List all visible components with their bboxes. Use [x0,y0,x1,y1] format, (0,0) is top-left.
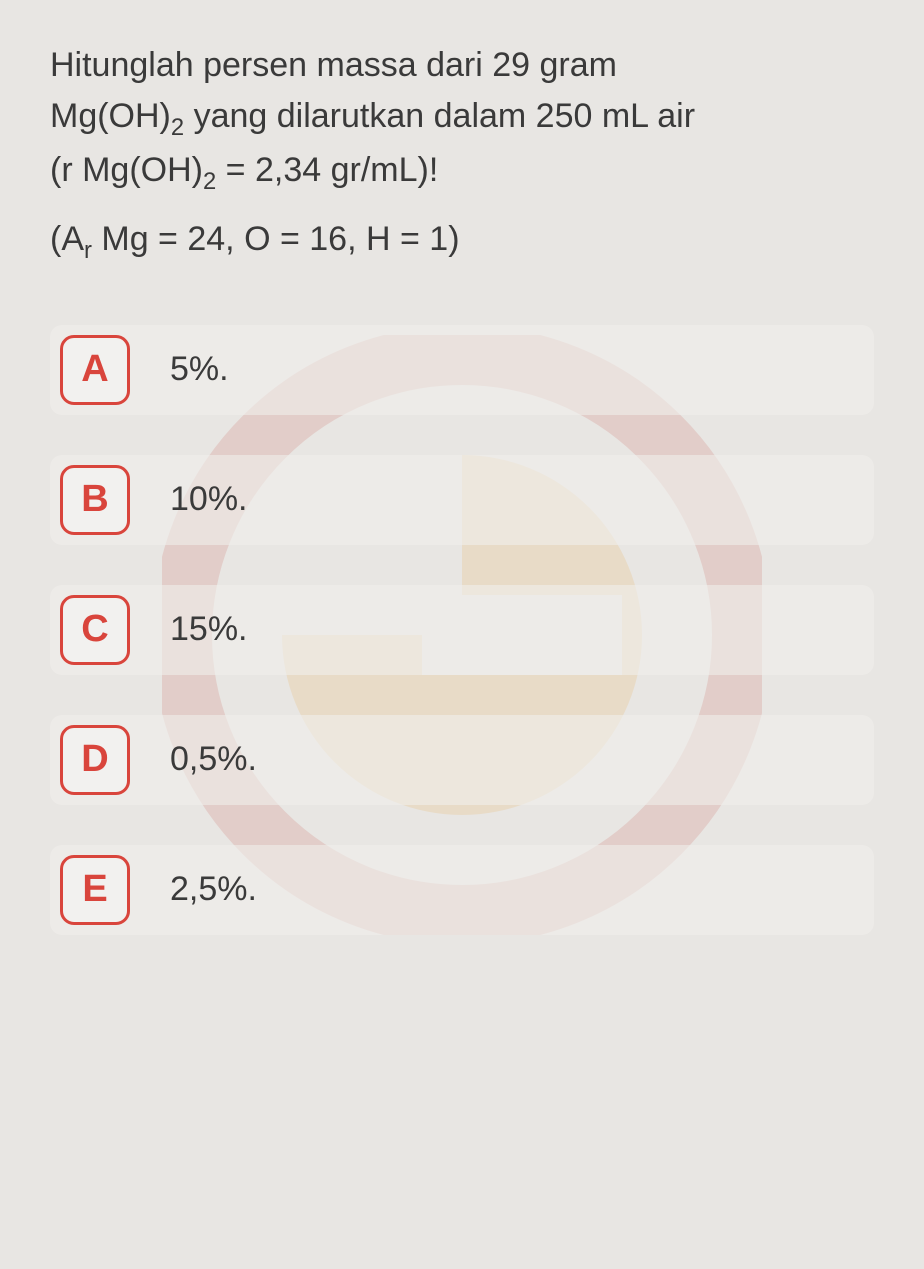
option-a[interactable]: A 5%. [50,325,874,415]
question-line3-sub: 2 [203,168,216,195]
option-letter-c: C [60,595,130,665]
option-text-d: 0,5%. [170,740,257,779]
option-letter-a: A [60,335,130,405]
option-text-c: 15%. [170,610,248,649]
question-line3-post: = 2,34 gr/mL)! [216,151,438,189]
option-text-a: 5%. [170,350,229,389]
option-c[interactable]: C 15%. [50,585,874,675]
option-text-e: 2,5%. [170,870,257,909]
formula-text: (Ar Mg = 24, O = 16, H = 1) [50,220,874,265]
option-d[interactable]: D 0,5%. [50,715,874,805]
formula-post: Mg = 24, O = 16, H = 1) [92,220,460,258]
question-line2-post: yang dilarutkan dalam 250 mL air [184,97,695,135]
question-line2-sub: 2 [171,114,184,141]
formula-sub: r [84,237,92,264]
option-letter-e: E [60,855,130,925]
question-line1: Hitunglah persen massa dari 29 gram [50,46,617,84]
question-line2-pre: Mg(OH) [50,97,171,135]
option-letter-b: B [60,465,130,535]
option-e[interactable]: E 2,5%. [50,845,874,935]
question-text: Hitunglah persen massa dari 29 gram Mg(O… [50,40,874,200]
question-line3-pre: (r Mg(OH) [50,151,203,189]
option-letter-d: D [60,725,130,795]
formula-pre: (A [50,220,84,258]
options-container: A 5%. B 10%. C 15%. D 0,5%. E 2,5%. [50,325,874,935]
option-text-b: 10%. [170,480,248,519]
option-b[interactable]: B 10%. [50,455,874,545]
